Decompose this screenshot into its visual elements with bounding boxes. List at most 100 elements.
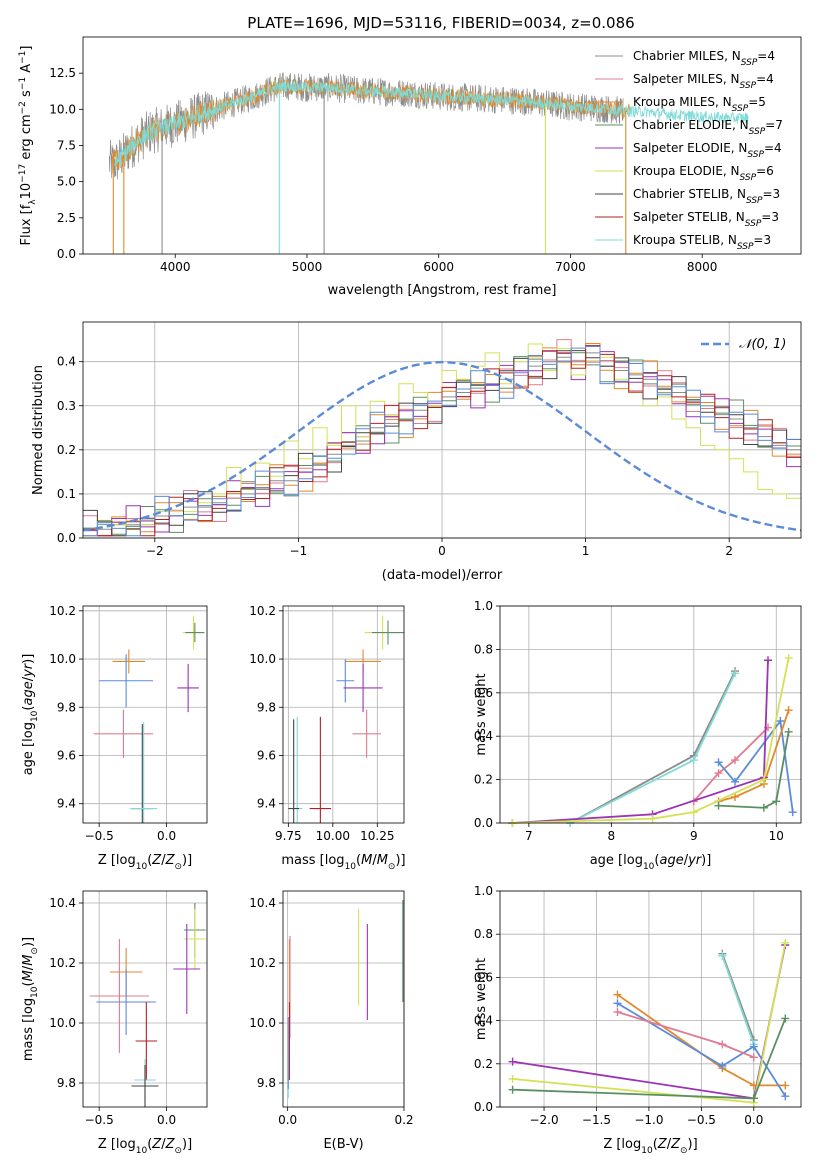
y-axis-label-part: 10 <box>19 183 34 200</box>
weight-marker <box>784 727 793 736</box>
y-tick-label: 9.8 <box>57 1076 76 1090</box>
legend-suffix: =4 <box>756 72 774 86</box>
x-axis-label-part: Z [log <box>98 853 136 868</box>
x-axis-label-part: Z <box>657 1137 668 1152</box>
weight-marker <box>714 769 723 778</box>
x-tick-label: 4000 <box>160 260 191 274</box>
x-tick-label: 10.25 <box>360 829 394 843</box>
x-axis-label-part: mass [log <box>281 853 344 868</box>
weight-marker <box>749 1042 758 1051</box>
x-axis-label-part: 10 <box>641 1146 653 1156</box>
legend-entry: Kroupa STELIB, NSSP=3 <box>633 233 771 252</box>
x-axis-label-part: age <box>659 853 683 868</box>
y-axis-label-part: age <box>21 681 36 705</box>
weight-marker <box>718 951 727 960</box>
weight-marker <box>714 801 723 810</box>
legend-sub: SSP <box>746 196 763 206</box>
y-axis-label-part: λ <box>28 199 38 205</box>
legend-suffix: =6 <box>756 164 774 178</box>
y-axis-label: mass [log10(M/M⊙)] <box>21 937 40 1061</box>
x-tick-label: −2 <box>146 544 164 558</box>
panel-plot-area <box>287 900 404 1098</box>
legend-sub: SSP <box>749 127 766 137</box>
y-tick-label: 0.4 <box>474 1014 493 1028</box>
legend-entry: Salpeter ELODIE, NSSP=4 <box>633 141 782 160</box>
x-axis-label: mass [log10(M/M⊙)] <box>281 853 405 872</box>
y-tick-label: 9.6 <box>257 748 276 762</box>
x-axis-label-part: Z <box>165 853 176 868</box>
y-axis-label-part: )] <box>21 937 36 947</box>
x-axis-label-part: ( <box>147 853 152 868</box>
x-axis-label: Z [log10(Z/Z⊙)] <box>603 1137 697 1156</box>
x-tick-label: 10 <box>769 829 784 843</box>
x-axis-label-part: / <box>372 853 377 868</box>
weight-marker <box>731 669 740 678</box>
x-axis-label-part: M <box>361 853 372 868</box>
legend-suffix: =3 <box>763 187 781 201</box>
weight-marker <box>648 814 657 823</box>
x-axis-label-part: ( <box>356 853 361 868</box>
y-tick-label: 10.0 <box>249 1016 276 1030</box>
y-tick-label: 0.3 <box>57 399 76 413</box>
y-tick-label: 1.0 <box>474 599 493 613</box>
weight-marker <box>759 803 768 812</box>
weight-marker <box>784 654 793 663</box>
x-axis-label-part: ⊙ <box>174 862 182 872</box>
y-axis-label-part: ( <box>21 706 36 711</box>
massweight-vs-metallicity-panel: −2.0 −1.5 −1.0 −0.5 0.0 0.0 0.2 0.4 0.6 0.8 1.0 Z [… <box>474 884 802 1156</box>
y-axis-label: mass weight <box>474 673 489 755</box>
legend-suffix: =7 <box>765 118 783 132</box>
weight-marker <box>731 777 740 786</box>
legend-label: Salpeter ELODIE, N <box>633 141 747 155</box>
x-tick-label: −1.5 <box>582 1113 611 1127</box>
legend-entry: Chabrier ELODIE, NSSP=7 <box>633 118 783 137</box>
histogram-step <box>83 345 801 537</box>
y-tick-label: 10.0 <box>249 652 276 666</box>
y-axis-label-part: )] <box>21 654 36 664</box>
weight-line <box>721 955 755 1045</box>
y-tick-label: 0.2 <box>57 443 76 457</box>
y-tick-label: 9.4 <box>257 797 276 811</box>
weight-marker <box>749 1094 758 1103</box>
y-tick-label: 0.0 <box>474 816 493 830</box>
x-tick-label: 9.75 <box>275 829 302 843</box>
x-axis-label-part: ⊙ <box>680 1146 688 1156</box>
x-tick-label: 10.00 <box>316 829 350 843</box>
x-axis-label-part: ( <box>147 1137 152 1152</box>
y-tick-label: 9.4 <box>57 797 76 811</box>
weight-marker <box>689 808 698 817</box>
mass-vs-extinction-panel: 0.0 0.2 9.8 10.0 10.2 10.4 E(B-V) <box>249 890 414 1152</box>
weight-marker <box>689 756 698 765</box>
weight-marker <box>784 706 793 715</box>
y-tick-label: 1.0 <box>474 884 493 898</box>
age-vs-mass-panel: 9.75 10.00 10.25 9.4 9.6 9.8 10.0 10.2 mass [log… <box>249 604 405 872</box>
y-tick-label: 0.1 <box>57 487 76 501</box>
legend-suffix: =3 <box>753 233 771 247</box>
x-axis-label: wavelength [Angstrom, rest frame] <box>328 283 557 298</box>
weight-marker <box>613 990 622 999</box>
histogram-step <box>83 350 801 537</box>
legend-sub: SSP <box>747 150 764 160</box>
legend-entry: Kroupa MILES, NSSP=5 <box>633 95 766 114</box>
y-axis-label-part: / <box>21 965 36 970</box>
panel-plot-area <box>89 903 206 1107</box>
y-axis-label: Normed distribution <box>31 365 46 495</box>
x-tick-label: 0.0 <box>157 1113 176 1127</box>
spectrum-line <box>114 80 749 172</box>
mass-vs-metallicity-panel: −0.5 0.09.810.010.210.4Z [log10(Z/Z⊙)]mas… <box>21 890 208 1156</box>
y-tick-label: 9.6 <box>57 748 76 762</box>
x-tick-label: −0.5 <box>687 1113 716 1127</box>
x-axis-label-part: age [log <box>590 853 643 868</box>
weight-marker <box>731 792 740 801</box>
x-tick-label: 7 <box>525 829 533 843</box>
weight-marker <box>731 756 740 765</box>
axes-frame <box>499 605 802 824</box>
x-axis-label-part: 10 <box>643 862 655 872</box>
x-tick-label: 0 <box>438 544 446 558</box>
weight-marker <box>759 775 768 784</box>
y-tick-label: 9.8 <box>257 700 276 714</box>
legend-label: Chabrier ELODIE, N <box>633 118 749 132</box>
x-axis-label-part: / <box>667 1137 672 1152</box>
